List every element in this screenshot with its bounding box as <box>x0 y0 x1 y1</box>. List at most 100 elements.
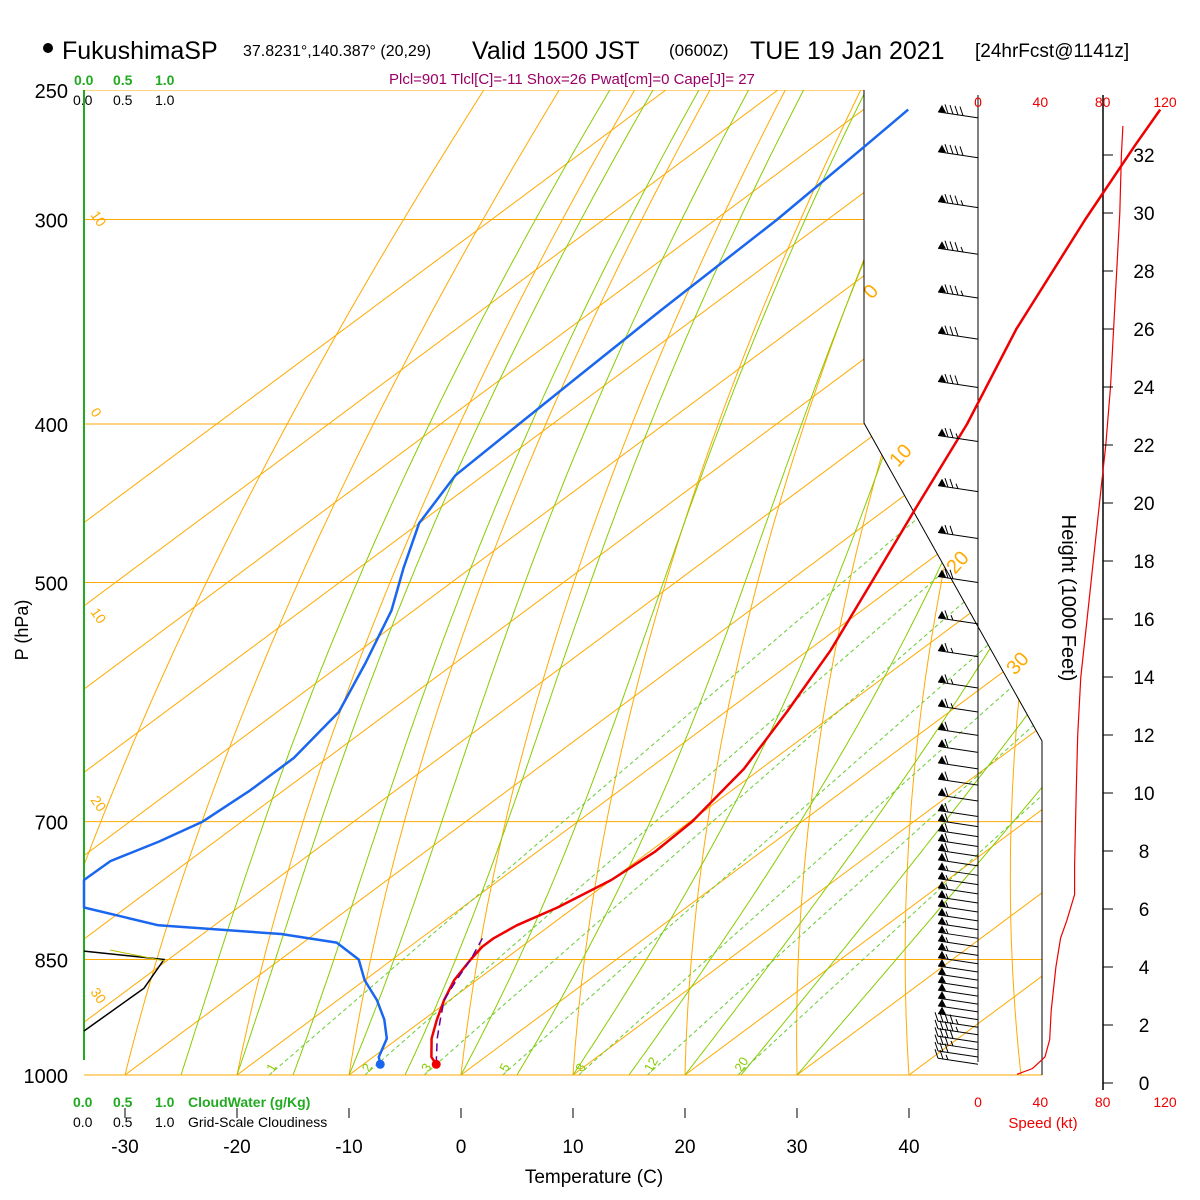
wind-barb-staff <box>937 778 979 786</box>
mixing-ratio-label: 20 <box>731 1054 751 1074</box>
wind-barb-staff <box>937 973 979 981</box>
wind-barb-halfflag <box>945 874 949 881</box>
wind-barb <box>937 325 979 340</box>
moist-adiabat <box>180 90 628 1075</box>
wind-barb <box>937 698 979 713</box>
height-tick-label: 10 <box>1133 784 1154 805</box>
station-name: FukushimaSP <box>62 37 218 65</box>
wind-barb <box>937 967 979 981</box>
temperature-tick-label: -30 <box>111 1137 138 1158</box>
wind-barb <box>937 771 979 786</box>
dry-adiabat <box>116 90 578 1075</box>
temperature-tick-label: -10 <box>335 1137 362 1158</box>
wind-barb-halfflag <box>945 1054 949 1060</box>
moist-adiabat <box>460 90 881 1075</box>
valid-time-utc: (0600Z) <box>669 41 729 60</box>
wind-barb-flag <box>949 194 954 205</box>
wind-barb-flag <box>944 104 949 114</box>
wind-barb <box>937 674 979 689</box>
height-tick-label: 18 <box>1133 552 1154 573</box>
wind-barb-staff <box>937 820 979 828</box>
dry-adiabat <box>570 90 876 1075</box>
height-axis-title: Height (1000 Feet) <box>1057 515 1079 682</box>
cloudwater-scale-top-1: 0.5 <box>113 72 133 88</box>
wind-barb <box>937 950 979 965</box>
wind-barb-flag <box>944 822 949 833</box>
height-tick-label: 30 <box>1133 204 1154 225</box>
isotherm-line <box>84 90 1042 1075</box>
wind-barb-flag <box>944 325 949 335</box>
stability-indices: Plcl=901 Tlcl[C]=-11 Shox=26 Pwat[cm]=0 … <box>389 71 755 88</box>
wind-barb-pennant <box>938 326 946 334</box>
wind-barb-flag <box>944 642 949 653</box>
wind-barb-staff <box>937 914 979 922</box>
pressure-tick-label: 500 <box>35 574 68 596</box>
wind-barb-pennant <box>938 998 946 1007</box>
wind-barb-halfflag <box>945 919 949 926</box>
wind-barb-staff <box>937 965 979 973</box>
wind-barb <box>937 925 979 939</box>
wind-barb-staff <box>937 896 979 904</box>
wind-barb-pennant <box>938 907 946 916</box>
cloudiness-profile <box>83 949 166 1032</box>
wind-barb-pennant <box>938 843 946 851</box>
wind-barb <box>937 958 979 973</box>
wind-barb <box>937 721 979 736</box>
wind-barb-pennant <box>938 862 946 870</box>
wind-barb-pennant <box>938 284 946 293</box>
wind-barb-staff <box>937 997 979 1005</box>
height-tick-label: 20 <box>1133 494 1154 515</box>
wind-barb-flag <box>944 144 949 154</box>
pressure-tick-label: 300 <box>35 211 68 233</box>
wind-barb-flag <box>949 285 954 295</box>
wind-barb-flag <box>944 721 949 732</box>
wind-barb-flag <box>949 1014 954 1024</box>
wind-barb-flag <box>944 771 949 781</box>
wind-barb-halfflag <box>960 246 964 253</box>
temperature-tick-label: 30 <box>786 1137 807 1158</box>
wind-barb <box>937 842 979 857</box>
valid-date: TUE 19 Jan 2021 <box>750 37 945 65</box>
height-tick-label: 6 <box>1139 900 1150 921</box>
wind-barb-halfflag <box>945 911 949 917</box>
surface-temperature-point <box>431 1059 441 1069</box>
wind-barb-flag <box>949 144 954 155</box>
wind-barb <box>937 812 979 828</box>
wind-barb <box>937 998 979 1013</box>
wind-barb <box>937 284 979 299</box>
wind-barb <box>937 610 979 625</box>
wind-barb-flag <box>944 568 949 579</box>
wind-barb-halfflag <box>955 483 959 489</box>
wind-barb-staff <box>937 981 979 989</box>
wind-barb-flag <box>944 832 949 843</box>
wind-barb-flag <box>954 105 959 116</box>
wind-barb-halfflag <box>960 200 964 206</box>
cloudiness-label: Grid-Scale Cloudiness <box>188 1114 327 1130</box>
wind-barb-halfflag <box>950 679 954 685</box>
cloudiness-fill-edge <box>109 949 166 962</box>
wind-barb-pennant <box>938 241 946 249</box>
wind-barb-pennant <box>938 755 946 764</box>
wind-barb <box>937 193 979 209</box>
right-frame <box>863 90 1043 1075</box>
station-coords: 37.8231°,140.387° (20,29) <box>243 43 431 60</box>
wind-barb-flag <box>944 738 949 748</box>
wind-barb-pennant <box>938 983 946 991</box>
wind-barb-flag <box>954 375 959 385</box>
wind-barb-pennant <box>938 699 946 707</box>
wind-barb <box>934 1012 979 1028</box>
wind-barb-pennant <box>938 871 946 880</box>
mixing-ratio-line <box>423 423 1042 1075</box>
wind-barb-pennant <box>938 374 946 383</box>
isotherm-line <box>84 90 818 1075</box>
wind-barb-halfflag <box>945 865 949 872</box>
wind-barb-staff <box>937 868 979 876</box>
isotherm-line <box>638 90 1042 1075</box>
wind-barb <box>937 427 979 442</box>
temperature-tick-label: 40 <box>898 1137 919 1158</box>
wind-barb-pennant <box>938 833 946 842</box>
speed-tick-top: 40 <box>1033 94 1049 110</box>
wind-barb-staff <box>937 957 979 965</box>
